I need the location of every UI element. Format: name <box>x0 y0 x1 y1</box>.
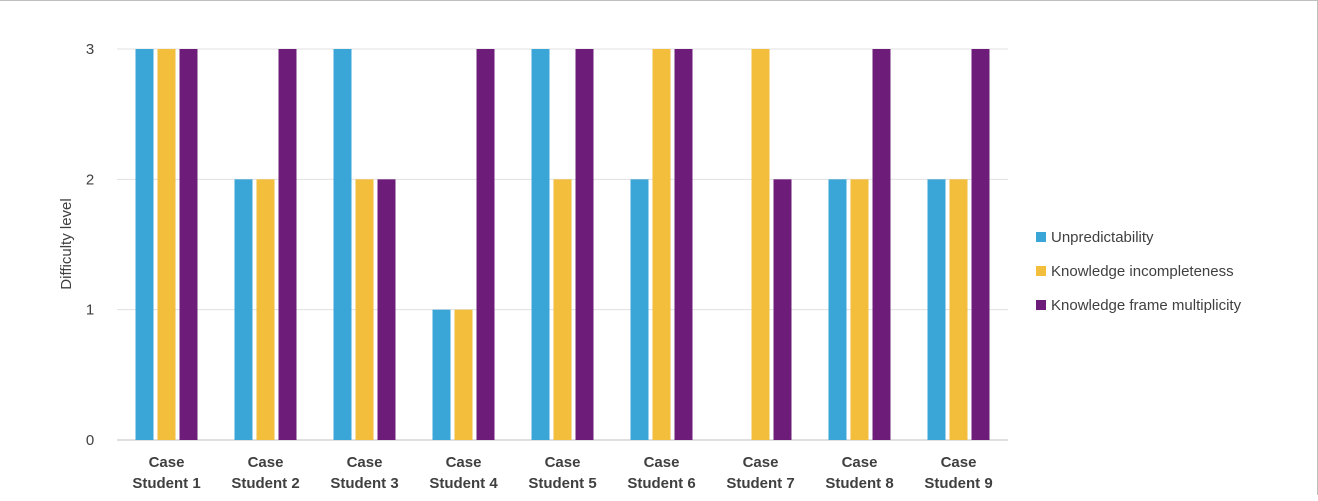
x-tick-label: Student 3 <box>330 475 398 492</box>
x-tick-label: Case <box>941 454 977 471</box>
bar-knowledge-frame-multiplicity-2 <box>278 49 297 440</box>
bar-unpredictability-8 <box>828 179 847 441</box>
bar-knowledge-frame-multiplicity-5 <box>575 49 594 440</box>
bar-knowledge-incompleteness-4 <box>454 309 473 440</box>
x-axis-ticks: Case Student 1 Case Student 2 Case Student 3 C… <box>132 454 992 492</box>
legend-label: Knowledge incompleteness <box>1051 263 1234 280</box>
bar-knowledge-incompleteness-7 <box>751 49 770 440</box>
y-tick-label: 0 <box>86 432 94 449</box>
legend: Unpredictability Knowledge incompleteness… <box>1036 229 1242 314</box>
y-axis-label: Difficulty level <box>58 198 75 289</box>
y-tick-label: 3 <box>86 41 94 58</box>
y-axis-ticks: 0 1 2 3 <box>86 41 94 449</box>
x-tick-label: Student 7 <box>726 475 794 492</box>
x-tick-label: Case <box>347 454 383 471</box>
bar-knowledge-incompleteness-8 <box>850 179 869 441</box>
bar-knowledge-frame-multiplicity-3 <box>377 179 396 441</box>
x-tick-label: Student 4 <box>429 475 498 492</box>
x-tick-label: Case <box>545 454 581 471</box>
x-tick-label: Case <box>842 454 878 471</box>
y-tick-label: 2 <box>86 171 94 188</box>
x-tick-label: Student 5 <box>528 475 596 492</box>
bar-knowledge-frame-multiplicity-6 <box>674 49 693 440</box>
bar-knowledge-incompleteness-9 <box>949 179 968 441</box>
bar-unpredictability-4 <box>432 309 451 440</box>
legend-label: Unpredictability <box>1051 229 1154 246</box>
x-tick-label: Case <box>644 454 680 471</box>
bar-knowledge-incompleteness-2 <box>256 179 275 441</box>
x-tick-label: Student 9 <box>924 475 992 492</box>
legend-swatch <box>1036 232 1046 242</box>
x-tick-label: Student 2 <box>231 475 299 492</box>
bar-unpredictability-3 <box>333 49 352 440</box>
x-tick-label: Student 6 <box>627 475 695 492</box>
bar-unpredictability-2 <box>234 179 253 441</box>
bar-knowledge-frame-multiplicity-8 <box>872 49 891 440</box>
bar-unpredictability-1 <box>135 49 154 440</box>
x-tick-label: Student 8 <box>825 475 893 492</box>
bar-knowledge-frame-multiplicity-4 <box>476 49 495 440</box>
legend-swatch <box>1036 300 1046 310</box>
bar-knowledge-incompleteness-5 <box>553 179 572 441</box>
bar-knowledge-incompleteness-6 <box>652 49 671 440</box>
legend-label: Knowledge frame multiplicity <box>1051 297 1242 314</box>
bar-knowledge-frame-multiplicity-1 <box>179 49 198 440</box>
x-tick-label: Student 1 <box>132 475 200 492</box>
x-tick-label: Case <box>248 454 284 471</box>
bar-unpredictability-6 <box>630 179 649 441</box>
bar-knowledge-frame-multiplicity-9 <box>971 49 990 440</box>
x-tick-label: Case <box>149 454 185 471</box>
bar-knowledge-frame-multiplicity-7 <box>773 179 792 441</box>
bar-unpredictability-5 <box>531 49 550 440</box>
bar-knowledge-incompleteness-3 <box>355 179 374 441</box>
legend-swatch <box>1036 266 1046 276</box>
x-tick-label: Case <box>446 454 482 471</box>
bars <box>135 49 990 441</box>
x-tick-label: Case <box>743 454 779 471</box>
y-tick-label: 1 <box>86 302 94 319</box>
bar-knowledge-incompleteness-1 <box>157 49 176 440</box>
bar-unpredictability-9 <box>927 179 946 441</box>
